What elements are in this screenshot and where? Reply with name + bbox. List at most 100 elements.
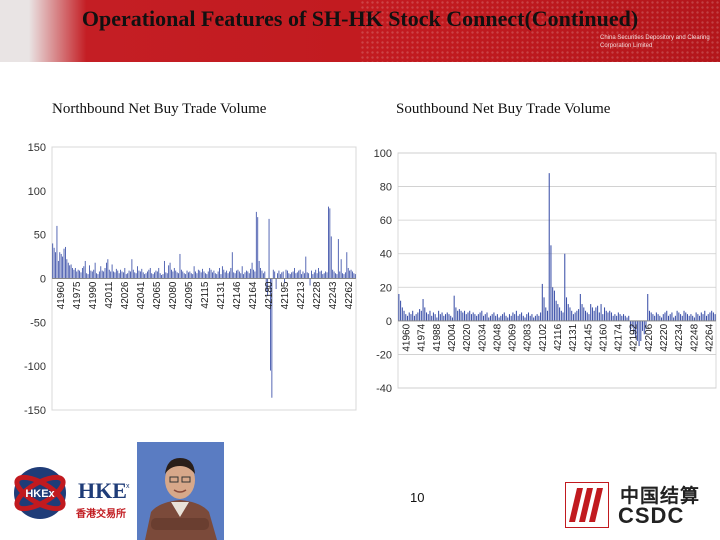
northbound-bar	[278, 270, 280, 279]
southbound-bar	[527, 312, 530, 321]
northbound-x-tick-label: 42213	[296, 281, 307, 309]
northbound-bar	[350, 269, 352, 279]
southbound-bar	[605, 310, 607, 321]
northbound-bar	[353, 273, 355, 279]
southbound-y-tick-label: -40	[376, 383, 392, 395]
southbound-bar	[652, 314, 654, 321]
hkex-ring-2	[14, 474, 66, 512]
northbound-bar	[284, 278, 286, 283]
southbound-bar	[578, 309, 580, 321]
southbound-bar	[534, 315, 536, 321]
southbound-bar	[643, 320, 645, 335]
southbound-bar	[419, 309, 421, 321]
northbound-bar	[63, 248, 65, 279]
northbound-bar	[339, 271, 341, 279]
northbound-bar	[200, 272, 202, 279]
northbound-bar	[210, 269, 212, 279]
northbound-bar	[221, 266, 223, 279]
northbound-bar	[137, 266, 138, 279]
southbound-bar	[642, 320, 644, 331]
northbound-bar	[303, 273, 305, 279]
northbound-bar	[161, 274, 163, 279]
northbound-bar	[243, 274, 245, 279]
southbound-bar	[512, 312, 514, 321]
southbound-bar	[591, 307, 593, 321]
southbound-bar	[695, 312, 697, 321]
northbound-bar	[315, 269, 317, 279]
southbound-bar	[647, 294, 649, 321]
southbound-bar	[424, 307, 426, 321]
hkex-logo: HKEx	[14, 467, 66, 519]
northbound-bar	[335, 273, 336, 279]
northbound-bar	[260, 267, 261, 279]
southbound-bar	[607, 312, 609, 321]
southbound-x-tick-label: 42069	[508, 323, 519, 351]
southbound-bar	[481, 310, 483, 321]
northbound-bar	[74, 267, 76, 279]
northbound-x-tick-label: 42011	[104, 281, 115, 309]
northbound-bar	[248, 273, 250, 279]
southbound-y-tick-label: 20	[380, 282, 392, 294]
northbound-bar	[72, 267, 73, 279]
northbound-bar	[234, 273, 236, 279]
southbound-bar	[612, 315, 614, 321]
southbound-bar	[648, 310, 650, 321]
northbound-bar	[301, 274, 302, 279]
southbound-bar	[583, 307, 585, 321]
northbound-bar	[224, 272, 226, 279]
northbound-bar	[329, 208, 331, 279]
northbound-bar	[197, 269, 199, 279]
northbound-bar	[333, 271, 335, 279]
southbound-bar	[602, 314, 604, 321]
southbound-bar	[690, 314, 692, 321]
southbound-y-tick-label: 40	[380, 249, 392, 261]
northbound-x-tick-label: 42262	[344, 281, 355, 309]
northbound-bar	[139, 271, 141, 279]
northbound-bar	[91, 271, 93, 279]
southbound-bar	[686, 314, 689, 321]
northbound-bar	[52, 243, 54, 279]
southbound-bar	[572, 314, 574, 321]
northbound-bar	[220, 274, 222, 279]
southbound-bar	[683, 310, 685, 321]
northbound-bar	[114, 272, 116, 279]
northbound-bar	[70, 264, 72, 279]
northbound-bar	[147, 271, 148, 279]
northbound-bar	[347, 267, 349, 279]
northbound-bar	[212, 272, 213, 279]
northbound-bar	[158, 267, 160, 279]
northbound-bar	[53, 247, 55, 279]
northbound-bar	[209, 267, 211, 279]
northbound-bar	[295, 273, 297, 279]
southbound-bar	[431, 315, 433, 321]
southbound-bar	[548, 173, 550, 321]
southbound-bar	[712, 312, 714, 321]
northbound-y-tick-label: -50	[30, 317, 46, 329]
southbound-bar	[564, 253, 566, 321]
southbound-bar	[455, 307, 457, 321]
northbound-bar	[79, 270, 80, 279]
southbound-bar	[619, 314, 621, 321]
northbound-bar	[291, 272, 293, 279]
northbound-bar	[279, 274, 281, 279]
southbound-bar	[673, 317, 675, 321]
southbound-x-tick-label: 42034	[477, 323, 488, 351]
northbound-bar	[312, 274, 314, 279]
northbound-bar	[306, 272, 308, 279]
northbound-bar	[247, 271, 249, 279]
northbound-bar	[343, 274, 345, 279]
southbound-bar	[552, 287, 554, 321]
northbound-bar	[159, 273, 161, 279]
southbound-bar	[635, 320, 637, 338]
southbound-x-tick-label: 42192	[629, 323, 640, 351]
southbound-bar	[491, 314, 493, 321]
northbound-bar-chart: 150 100 50 0 -50 -100 -150 41960 41975 41990 42011…	[24, 142, 357, 415]
southbound-x-tick-label: 42220	[659, 323, 670, 351]
northbound-bar	[254, 271, 256, 279]
southbound-x-tick-label: 42145	[583, 323, 594, 351]
southbound-bar	[700, 312, 702, 321]
northbound-bar	[98, 271, 100, 279]
southbound-bar	[636, 320, 638, 341]
northbound-bar	[250, 268, 252, 279]
southbound-bar	[453, 295, 455, 321]
